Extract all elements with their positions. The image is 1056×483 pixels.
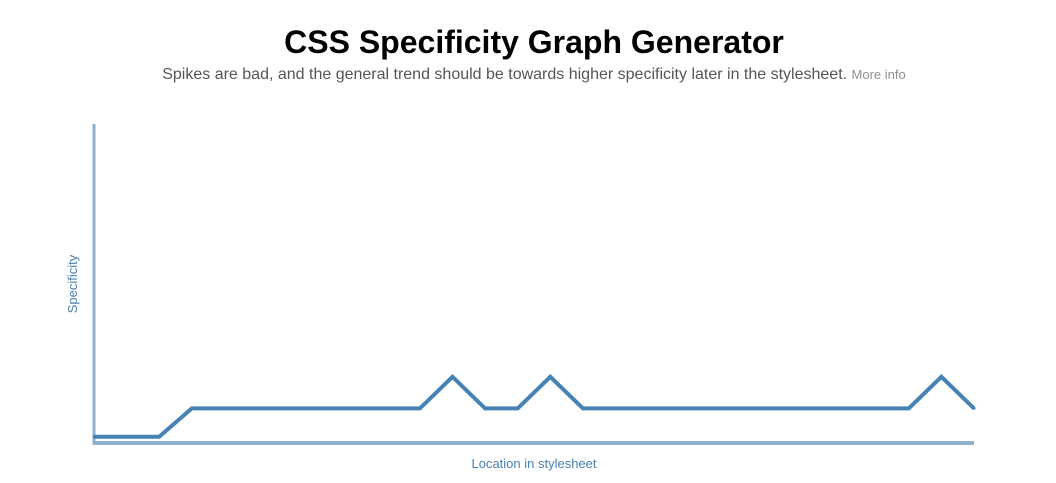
plot-area <box>92 124 976 445</box>
y-axis-label: Specificity <box>65 254 80 313</box>
x-axis-label: Location in stylesheet <box>471 456 596 471</box>
page-subtitle: Spikes are bad, and the general trend sh… <box>0 64 1056 86</box>
series-line <box>94 374 976 439</box>
page-title: CSS Specificity Graph Generator <box>284 24 784 60</box>
subtitle-text: Spikes are bad, and the general trend sh… <box>162 66 848 83</box>
more-info-link[interactable]: More info <box>851 67 906 82</box>
